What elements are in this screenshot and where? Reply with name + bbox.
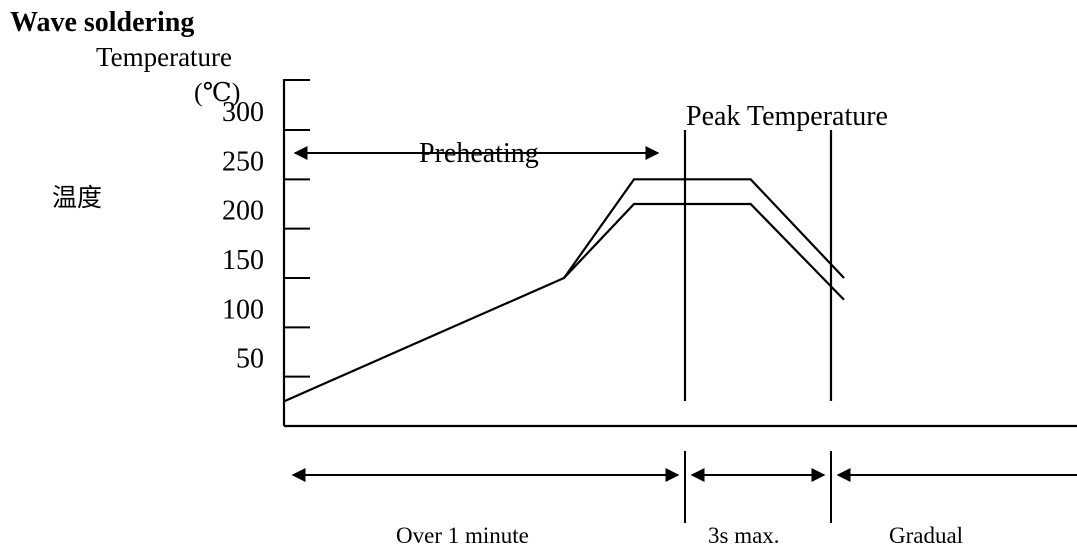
y-tick-label: 150 [222,245,264,276]
y-axis-ticks: 50 100 150 200 250 300 [222,97,310,378]
time-label-cooling: Gradual [889,523,963,548]
chart-title: Wave soldering [10,7,194,38]
preheating-label: Preheating [419,138,539,169]
y-tick-label: 100 [222,294,264,325]
y-tick-label: 300 [222,97,264,128]
temperature-profile-series [283,178,845,403]
time-label-preheat: Over 1 minute [396,523,529,548]
temperature-profile-line-2 [563,202,845,301]
y-axis-label: Temperature [96,42,232,72]
y-axis-label-chinese: 温度 [52,184,102,212]
peak-temperature-label: Peak Temperature [686,101,888,132]
y-axis-unit: (℃) [194,78,240,107]
y-tick-label: 250 [222,146,264,177]
temperature-profile-line-1 [283,178,845,403]
y-tick-label: 200 [222,196,264,227]
time-label-peak: 3s max. [708,523,780,548]
y-tick-label: 50 [236,344,264,375]
